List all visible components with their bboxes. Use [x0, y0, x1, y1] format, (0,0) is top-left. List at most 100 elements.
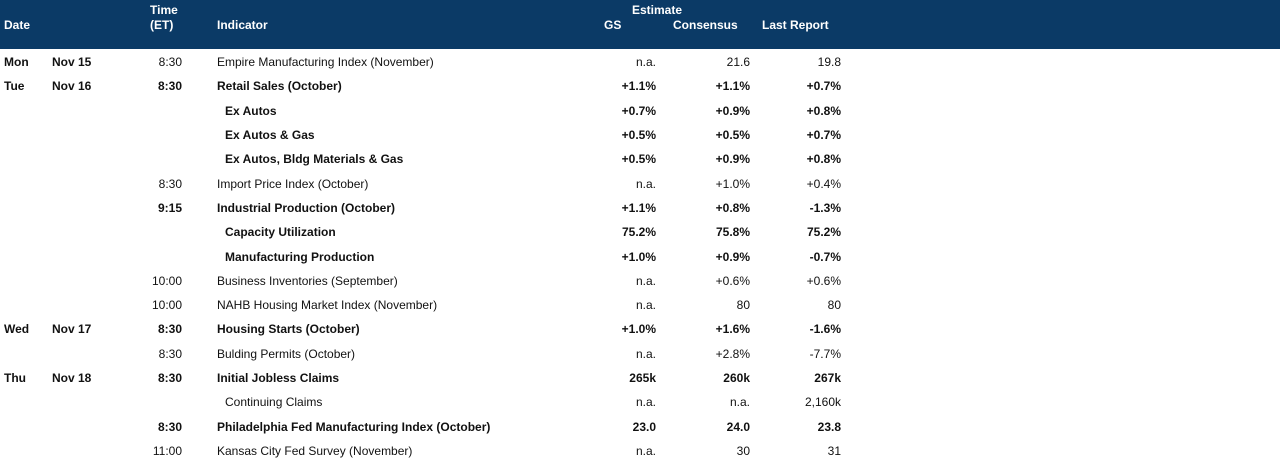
gs-estimate-cell: n.a. — [635, 395, 656, 410]
header-estimate: Estimate — [632, 3, 683, 17]
indicator-cell: Business Inventories (September) — [217, 273, 398, 288]
last-report-cell: +0.4% — [806, 176, 841, 191]
gs-estimate-cell: 23.0 — [632, 419, 656, 434]
consensus-cell: 21.6 — [726, 55, 750, 70]
header-date: Date — [4, 18, 31, 32]
table-row: Continuing Claims n.a. n.a. 2,160k — [0, 390, 1280, 414]
table-row: Ex Autos, Bldg Materials & Gas +0.5% +0.9%… — [0, 147, 1280, 171]
time-cell: 8:30 — [157, 322, 182, 337]
consensus-cell: +0.9% — [715, 249, 750, 264]
consensus-cell: n.a. — [729, 395, 750, 410]
consensus-cell: +1.6% — [715, 322, 750, 337]
date-cell: Nov 15 — [52, 55, 92, 70]
last-report-cell: 23.8 — [817, 419, 841, 434]
day-cell: Wed — [4, 322, 30, 337]
gs-estimate-cell: +1.1% — [621, 79, 656, 94]
table-row: Wed Nov 17 8:30 Housing Starts (October) +1.… — [0, 317, 1280, 341]
indicator-cell: Continuing Claims — [225, 395, 323, 410]
day-cell: Tue — [4, 79, 25, 94]
time-cell: 8:30 — [158, 55, 182, 70]
gs-estimate-cell: n.a. — [635, 176, 656, 191]
gs-estimate-cell: n.a. — [635, 55, 656, 70]
consensus-cell: 24.0 — [726, 419, 750, 434]
indicator-cell: Ex Autos — [225, 103, 277, 118]
table-row: 8:30 Import Price Index (October) n.a. +1.0… — [0, 171, 1280, 195]
consensus-cell: +0.5% — [715, 128, 750, 143]
time-cell: 10:00 — [151, 273, 182, 288]
table-row: 10:00 NAHB Housing Market Index (November… — [0, 293, 1280, 317]
header-indicator: Indicator — [217, 18, 268, 32]
consensus-cell: +1.1% — [715, 79, 750, 94]
table-row: 10:00 Business Inventories (September) n.a… — [0, 269, 1280, 293]
indicator-cell: Industrial Production (October) — [217, 200, 396, 215]
header-last-report: Last Report — [762, 18, 829, 32]
last-report-cell: -7.7% — [809, 346, 841, 361]
consensus-cell: +2.8% — [715, 346, 750, 361]
table-row: Thu Nov 18 8:30 Initial Jobless Claims 265k 2… — [0, 366, 1280, 390]
last-report-cell: +0.6% — [806, 273, 841, 288]
table-row: Manufacturing Production +1.0% +0.9% -0.7% — [0, 244, 1280, 268]
indicator-cell: Retail Sales (October) — [217, 79, 342, 94]
table-row: 9:15 Industrial Production (October) +1.1%… — [0, 196, 1280, 220]
indicator-cell: Bulding Permits (October) — [217, 346, 356, 361]
table-header: Date Time (ET) Indicator Estimate GS Con… — [0, 0, 1280, 49]
gs-estimate-cell: +1.1% — [621, 200, 656, 215]
consensus-cell: 260k — [723, 371, 750, 385]
time-cell: 9:15 — [157, 200, 182, 215]
indicator-cell: Manufacturing Production — [225, 249, 375, 264]
gs-estimate-cell: +0.5% — [621, 152, 656, 167]
table-row: 8:30 Bulding Permits (October) n.a. +2.8% -7… — [0, 342, 1280, 366]
date-cell: Nov 17 — [52, 322, 92, 337]
consensus-cell: +0.9% — [715, 152, 750, 167]
last-report-cell: 75.2% — [806, 225, 841, 240]
header-consensus: Consensus — [673, 18, 738, 32]
indicator-cell: Ex Autos & Gas — [225, 128, 315, 143]
time-cell: 11:00 — [152, 443, 182, 458]
last-report-cell: 2,160k — [804, 395, 841, 410]
last-report-cell: +0.8% — [806, 103, 841, 118]
last-report-cell: 31 — [827, 443, 841, 458]
last-report-cell: 19.8 — [817, 55, 841, 70]
indicator-cell: Ex Autos, Bldg Materials & Gas — [225, 152, 404, 167]
last-report-cell: 80 — [827, 298, 841, 313]
consensus-cell: +0.8% — [715, 200, 750, 215]
header-time-bottom: (ET) — [150, 18, 174, 32]
last-report-cell: +0.7% — [806, 128, 841, 143]
gs-estimate-cell: +0.7% — [621, 103, 656, 118]
calendar-table-body: Mon Nov 15 8:30 Empire Manufacturing Index … — [0, 50, 1280, 463]
table-row: Mon Nov 15 8:30 Empire Manufacturing Index … — [0, 50, 1280, 74]
gs-estimate-cell: n.a. — [635, 273, 656, 288]
last-report-cell: 267k — [814, 371, 841, 385]
time-cell: 8:30 — [157, 79, 182, 94]
gs-estimate-cell: 75.2% — [621, 225, 656, 240]
indicator-cell: Housing Starts (October) — [217, 322, 360, 337]
consensus-cell: 30 — [736, 443, 750, 458]
indicator-cell: Kansas City Fed Survey (November) — [217, 443, 413, 458]
indicator-cell: Empire Manufacturing Index (November) — [217, 55, 434, 70]
time-cell: 10:00 — [151, 298, 182, 313]
indicator-cell: Capacity Utilization — [225, 225, 336, 240]
indicator-cell: Philadelphia Fed Manufacturing Index (Oc… — [217, 419, 491, 434]
date-cell: Nov 18 — [52, 371, 92, 385]
time-cell: 8:30 — [158, 346, 182, 361]
table-row: Capacity Utilization 75.2% 75.8% 75.2% — [0, 220, 1280, 244]
gs-estimate-cell: n.a. — [635, 298, 656, 313]
indicator-cell: Initial Jobless Claims — [217, 371, 340, 385]
gs-estimate-cell: n.a. — [635, 443, 656, 458]
consensus-cell: +0.9% — [715, 103, 750, 118]
day-cell: Thu — [4, 371, 26, 385]
indicator-cell: NAHB Housing Market Index (November) — [217, 298, 438, 313]
consensus-cell: +0.6% — [715, 273, 750, 288]
table-row: 8:30 Philadelphia Fed Manufacturing Index… — [0, 414, 1280, 438]
header-gs: GS — [604, 18, 622, 32]
table-row: Ex Autos & Gas +0.5% +0.5% +0.7% — [0, 123, 1280, 147]
indicator-cell: Import Price Index (October) — [217, 176, 369, 191]
last-report-cell: -1.6% — [809, 322, 841, 337]
consensus-cell: +1.0% — [715, 176, 750, 191]
gs-estimate-cell: +0.5% — [621, 128, 656, 143]
table-row: Ex Autos +0.7% +0.9% +0.8% — [0, 99, 1280, 123]
gs-estimate-cell: n.a. — [635, 346, 656, 361]
consensus-cell: 75.8% — [715, 225, 750, 240]
table-row: 11:00 Kansas City Fed Survey (November) n.… — [0, 439, 1280, 463]
day-cell: Mon — [4, 55, 29, 70]
